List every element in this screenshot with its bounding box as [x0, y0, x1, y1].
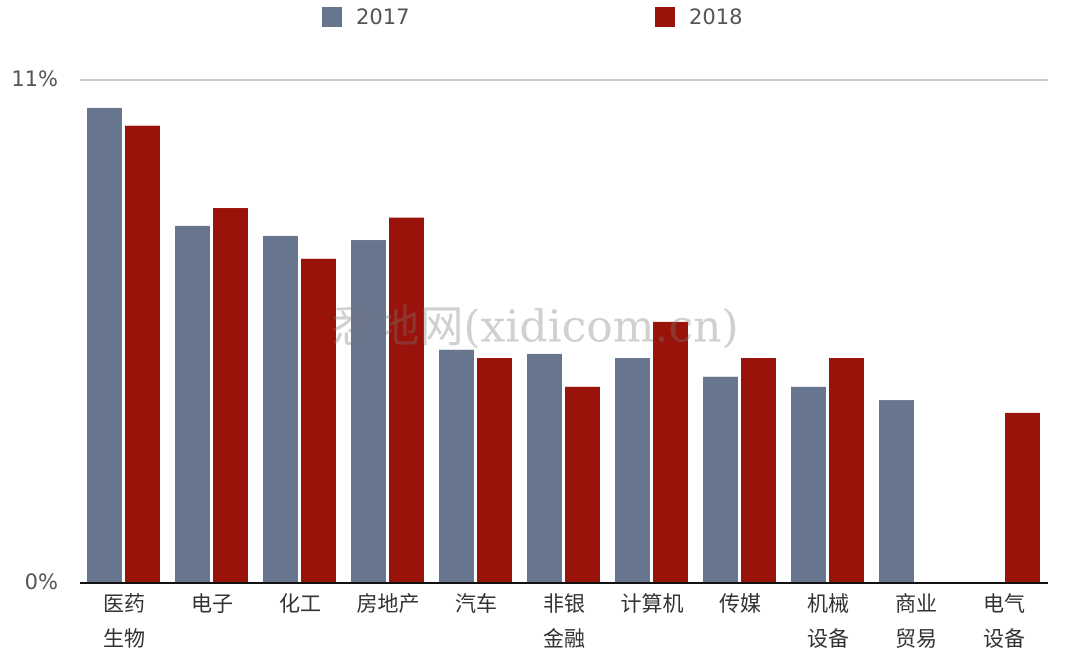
- bar: [301, 258, 336, 583]
- legend-swatch: [322, 7, 342, 27]
- bar: [175, 225, 210, 583]
- bar: [213, 208, 248, 583]
- bar: [263, 235, 298, 583]
- bar: [791, 386, 826, 583]
- legend-label: 2018: [689, 5, 742, 29]
- bar: [389, 217, 424, 583]
- x-tick-label: 计算机: [621, 592, 684, 616]
- x-tick-label: 金融: [543, 627, 585, 651]
- x-tick-label: 电子: [191, 592, 233, 616]
- bar: [741, 358, 776, 583]
- watermark: 悉地网(xidicom.cn): [331, 302, 738, 353]
- bar: [615, 358, 650, 583]
- x-tick-label: 生物: [103, 627, 145, 651]
- x-tick-label: 电气: [983, 592, 1025, 616]
- bar: [125, 125, 160, 584]
- bar: [829, 358, 864, 583]
- x-tick-label: 房地产: [357, 592, 420, 616]
- legend-label: 2017: [356, 5, 409, 29]
- x-tick-label: 非银: [543, 592, 585, 616]
- x-tick-label: 机械: [807, 592, 849, 616]
- bar: [1005, 412, 1040, 583]
- bar: [527, 353, 562, 583]
- bar: [703, 376, 738, 583]
- bar: [477, 358, 512, 583]
- x-tick-label: 传媒: [719, 592, 761, 616]
- x-tick-label: 贸易: [895, 627, 937, 651]
- bar: [879, 400, 914, 583]
- bar: [439, 349, 474, 583]
- x-tick-label: 设备: [983, 627, 1025, 651]
- x-tick-label: 汽车: [455, 592, 497, 616]
- x-tick-label: 设备: [807, 627, 849, 651]
- legend-swatch: [655, 7, 675, 27]
- bar: [87, 107, 122, 583]
- x-tick-label: 商业: [895, 592, 937, 616]
- bar: [351, 240, 386, 583]
- y-tick-label: 11%: [11, 67, 58, 91]
- bar: [565, 386, 600, 583]
- y-tick-label: 0%: [25, 570, 58, 594]
- bar: [653, 321, 688, 583]
- x-tick-label: 化工: [279, 592, 321, 616]
- x-tick-label: 医药: [103, 592, 145, 616]
